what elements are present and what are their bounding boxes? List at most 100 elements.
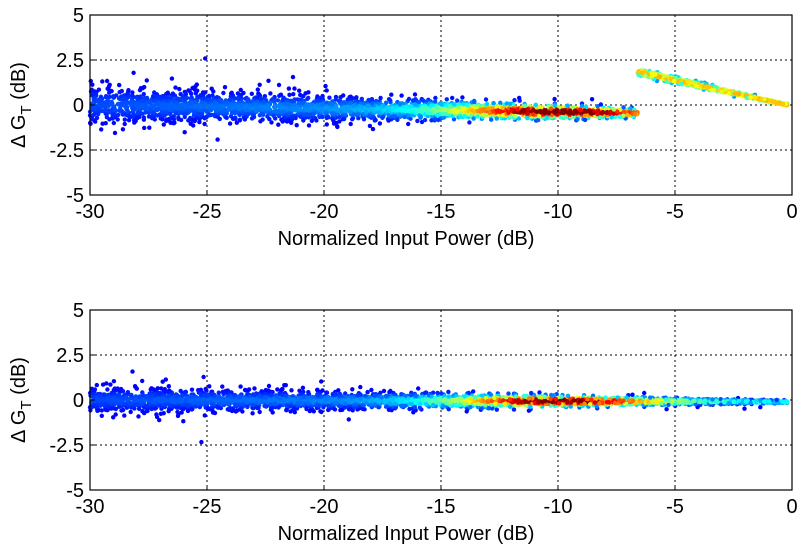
scatter-point — [370, 126, 376, 132]
scatter-point — [192, 118, 197, 124]
scatter-point — [126, 88, 131, 93]
scatter-point — [95, 99, 101, 104]
scatter-point — [179, 106, 185, 112]
scatter-point — [173, 105, 178, 111]
scatter-point — [544, 115, 550, 121]
scatter-point — [727, 90, 732, 96]
scatter-point — [389, 92, 394, 97]
scatter-point — [197, 112, 202, 117]
scatter-point — [517, 95, 522, 101]
scatter-point — [467, 120, 472, 125]
scatter-point — [91, 97, 97, 103]
scatter-point — [565, 103, 570, 108]
scatter-point — [276, 82, 282, 88]
scatter-point — [367, 98, 372, 103]
scatter-point — [475, 114, 480, 119]
scatter-point — [287, 92, 292, 98]
scatter-point — [377, 110, 382, 115]
scatter-point — [111, 379, 117, 384]
scatter-point — [271, 104, 277, 110]
scatter-point — [484, 101, 490, 107]
scatter-point — [197, 119, 202, 125]
scatter-point — [621, 109, 627, 114]
scatter-point — [222, 85, 228, 90]
scatter-point — [324, 115, 329, 121]
scatter-point — [152, 90, 157, 95]
scatter-point — [220, 384, 225, 389]
scatter-point — [460, 106, 465, 111]
scatter-point — [595, 108, 600, 114]
scatter-point — [268, 91, 273, 96]
scatter-point — [224, 115, 229, 121]
scatter-point — [408, 116, 413, 121]
scatter-point — [679, 81, 684, 87]
scatter-point — [201, 96, 207, 101]
scatter-point — [356, 116, 361, 121]
scatter-point — [275, 387, 280, 392]
scatter-point — [178, 91, 183, 97]
scatter-point — [617, 114, 623, 120]
scatter-point — [182, 130, 187, 135]
scatter-point — [171, 121, 176, 126]
scatter-point — [126, 114, 132, 119]
scatter-point — [444, 97, 449, 102]
top-x-tick-label: -20 — [310, 201, 339, 223]
scatter-point — [319, 102, 325, 107]
scatter-point — [104, 112, 109, 117]
scatter-point — [478, 109, 483, 114]
scatter-point — [538, 110, 544, 115]
scatter-point — [148, 99, 153, 104]
scatter-point — [163, 377, 168, 382]
scatter-point — [153, 101, 159, 107]
scatter-point — [429, 103, 434, 108]
scatter-point — [407, 108, 412, 114]
top-y-tick-label: 0 — [73, 95, 84, 117]
scatter-point — [354, 95, 359, 100]
scatter-point — [291, 92, 296, 97]
scatter-point — [115, 117, 120, 122]
scatter-point — [117, 89, 122, 95]
scatter-point — [110, 102, 115, 107]
scatter-point — [611, 107, 617, 112]
top-y-tick-label: 5 — [73, 5, 84, 27]
scatter-point — [208, 107, 214, 113]
scatter-point — [447, 104, 453, 109]
scatter-point — [135, 115, 140, 121]
scatter-point — [217, 98, 223, 104]
scatter-point — [309, 118, 315, 124]
scatter-point — [301, 93, 306, 99]
scatter-point — [536, 114, 542, 119]
scatter-point — [361, 117, 367, 122]
scatter-point — [140, 86, 145, 91]
scatter-point — [515, 107, 520, 112]
scatter-point — [719, 89, 724, 94]
scatter-point — [176, 116, 181, 122]
scatter-point — [183, 96, 188, 102]
scatter-point — [173, 85, 178, 90]
scatter-point — [286, 86, 292, 91]
scatter-point — [417, 405, 422, 410]
scatter-point — [174, 100, 180, 106]
scatter-point — [215, 137, 220, 142]
scatter-point — [363, 109, 369, 115]
scatter-point — [345, 97, 350, 102]
scatter-point — [203, 90, 208, 95]
scatter-point — [320, 108, 326, 114]
scatter-point — [582, 117, 588, 123]
scatter-point — [291, 98, 296, 104]
scatter-point — [226, 106, 231, 112]
scatter-point — [178, 97, 183, 102]
scatter-point — [156, 95, 161, 100]
scatter-point — [324, 122, 329, 127]
scatter-point — [346, 417, 351, 422]
scatter-point — [748, 95, 753, 100]
scatter-point — [255, 87, 260, 92]
scatter-point — [483, 97, 489, 102]
scatter-point — [132, 120, 137, 125]
scatter-point — [236, 96, 241, 102]
scatter-point — [142, 125, 147, 131]
scatter-point — [246, 111, 251, 117]
scatter-point — [281, 96, 286, 102]
scatter-point — [350, 117, 355, 122]
scatter-point — [337, 114, 342, 120]
